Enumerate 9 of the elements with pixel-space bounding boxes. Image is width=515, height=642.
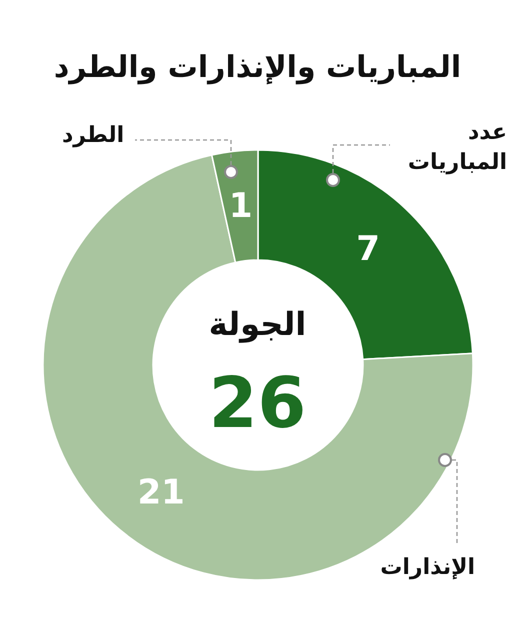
slice-label: الطرد bbox=[62, 123, 124, 148]
text: الجولة bbox=[208, 305, 308, 343]
data-label: 7 bbox=[356, 228, 380, 269]
chart-title: المباريات والإنذارات والطرد bbox=[52, 50, 462, 85]
slice-label: الإنذارات bbox=[380, 555, 475, 580]
data-label: 1 bbox=[228, 186, 253, 226]
text: 26 bbox=[208, 362, 308, 444]
slice-label: عدد المباريات bbox=[406, 119, 507, 177]
data-label: 21 bbox=[138, 472, 185, 512]
